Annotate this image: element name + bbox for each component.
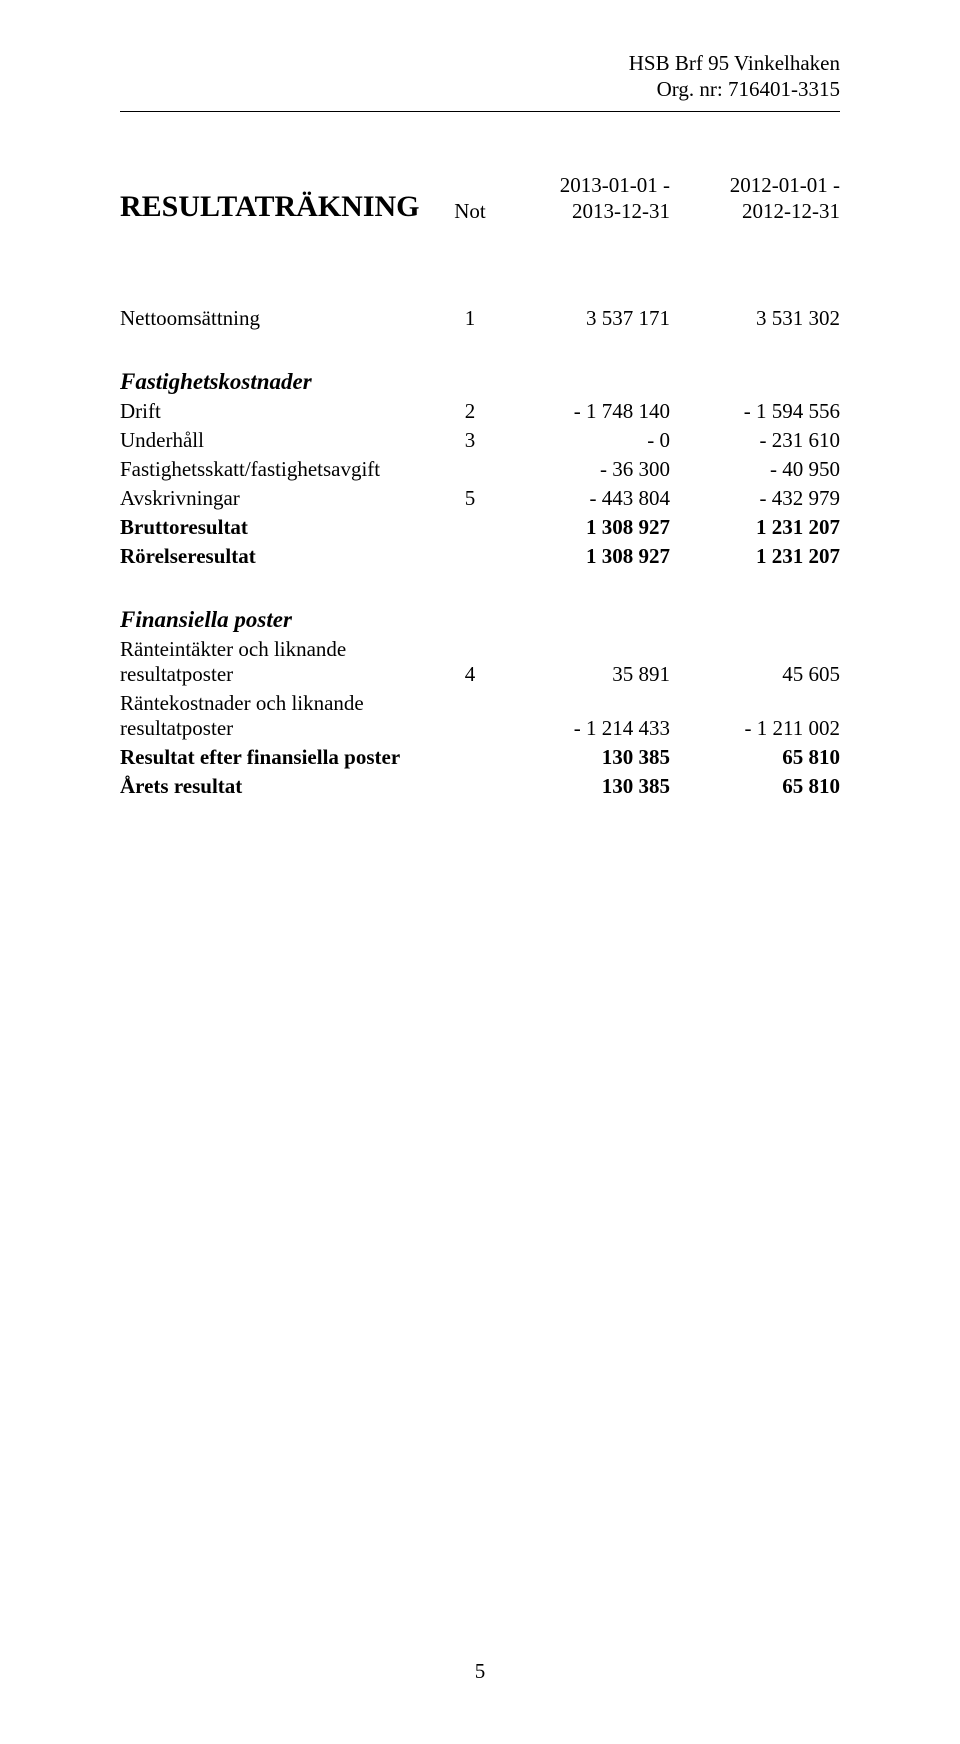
value-previous: 1 231 207	[670, 513, 840, 542]
label: Underhåll	[120, 426, 440, 455]
value-previous: 65 810	[670, 743, 840, 772]
column-header-note: Not	[440, 199, 500, 224]
row-bruttoresultat: Bruttoresultat 1 308 927 1 231 207	[120, 513, 840, 542]
note	[440, 455, 500, 484]
value-current: 1 308 927	[500, 542, 670, 571]
page-title: RESULTATRÄKNING	[120, 190, 440, 224]
value-current: - 1 214 433	[500, 689, 670, 743]
row-fastighetsskatt: Fastighetsskatt/fastighetsavgift - 36 30…	[120, 455, 840, 484]
label: Räntekostnader och liknande resultatpost…	[120, 689, 440, 743]
row-rorelseresultat: Rörelseresultat 1 308 927 1 231 207	[120, 542, 840, 571]
value-previous: 1 231 207	[670, 542, 840, 571]
value-previous: - 1 594 556	[670, 397, 840, 426]
note: 1	[440, 304, 500, 333]
row-resultat-efter-finansiella: Resultat efter finansiella poster 130 38…	[120, 743, 840, 772]
value-current: - 1 748 140	[500, 397, 670, 426]
label: Resultat efter finansiella poster	[120, 743, 440, 772]
label: Avskrivningar	[120, 484, 440, 513]
org-number: Org. nr: 716401-3315	[120, 76, 840, 102]
value-current: 35 891	[500, 635, 670, 689]
value-current: 130 385	[500, 743, 670, 772]
note	[440, 689, 500, 743]
value-previous: - 231 610	[670, 426, 840, 455]
period2-line1: 2012-01-01 -	[670, 172, 840, 198]
title-row: RESULTATRÄKNING Not 2013-01-01 - 2013-12…	[120, 172, 840, 225]
value-current: 1 308 927	[500, 513, 670, 542]
row-arets-resultat: Årets resultat 130 385 65 810	[120, 772, 840, 801]
note: 2	[440, 397, 500, 426]
column-header-period-1: 2013-01-01 - 2013-12-31	[500, 172, 670, 225]
row-ranteintakter: Ränteintäkter och liknande resultatposte…	[120, 635, 840, 689]
row-nettoomsattning: Nettoomsättning 1 3 537 171 3 531 302	[120, 304, 840, 333]
period1-line1: 2013-01-01 -	[500, 172, 670, 198]
note: 3	[440, 426, 500, 455]
row-avskrivningar: Avskrivningar 5 - 443 804 - 432 979	[120, 484, 840, 513]
label: Årets resultat	[120, 772, 440, 801]
note: 4	[440, 635, 500, 689]
label: Fastighetsskatt/fastighetsavgift	[120, 455, 440, 484]
company-name: HSB Brf 95 Vinkelhaken	[120, 50, 840, 76]
row-rantekostnader: Räntekostnader och liknande resultatpost…	[120, 689, 840, 743]
label: Ränteintäkter och liknande resultatposte…	[120, 635, 440, 689]
header-rule	[120, 111, 840, 112]
page-number: 5	[0, 1659, 960, 1684]
value-previous: - 40 950	[670, 455, 840, 484]
value-previous: 65 810	[670, 772, 840, 801]
label: Bruttoresultat	[120, 513, 440, 542]
period2-line2: 2012-12-31	[670, 198, 840, 224]
note: 5	[440, 484, 500, 513]
value-current: 130 385	[500, 772, 670, 801]
row-underhall: Underhåll 3 - 0 - 231 610	[120, 426, 840, 455]
value-current: - 0	[500, 426, 670, 455]
heading-label: Finansiella poster	[120, 571, 840, 635]
income-statement-table: Nettoomsättning 1 3 537 171 3 531 302 Fa…	[120, 264, 840, 801]
heading-label: Fastighetskostnader	[120, 333, 840, 397]
value-current: - 443 804	[500, 484, 670, 513]
value-current: 3 537 171	[500, 304, 670, 333]
period1-line2: 2013-12-31	[500, 198, 670, 224]
heading-fastighetskostnader: Fastighetskostnader	[120, 333, 840, 397]
document-header: HSB Brf 95 Vinkelhaken Org. nr: 716401-3…	[120, 50, 840, 103]
value-previous: - 1 211 002	[670, 689, 840, 743]
label: Rörelseresultat	[120, 542, 440, 571]
page: HSB Brf 95 Vinkelhaken Org. nr: 716401-3…	[0, 0, 960, 1744]
value-previous: 3 531 302	[670, 304, 840, 333]
label: Drift	[120, 397, 440, 426]
heading-finansiella-poster: Finansiella poster	[120, 571, 840, 635]
label: Nettoomsättning	[120, 304, 440, 333]
value-previous: 45 605	[670, 635, 840, 689]
row-drift: Drift 2 - 1 748 140 - 1 594 556	[120, 397, 840, 426]
value-previous: - 432 979	[670, 484, 840, 513]
value-current: - 36 300	[500, 455, 670, 484]
column-header-period-2: 2012-01-01 - 2012-12-31	[670, 172, 840, 225]
